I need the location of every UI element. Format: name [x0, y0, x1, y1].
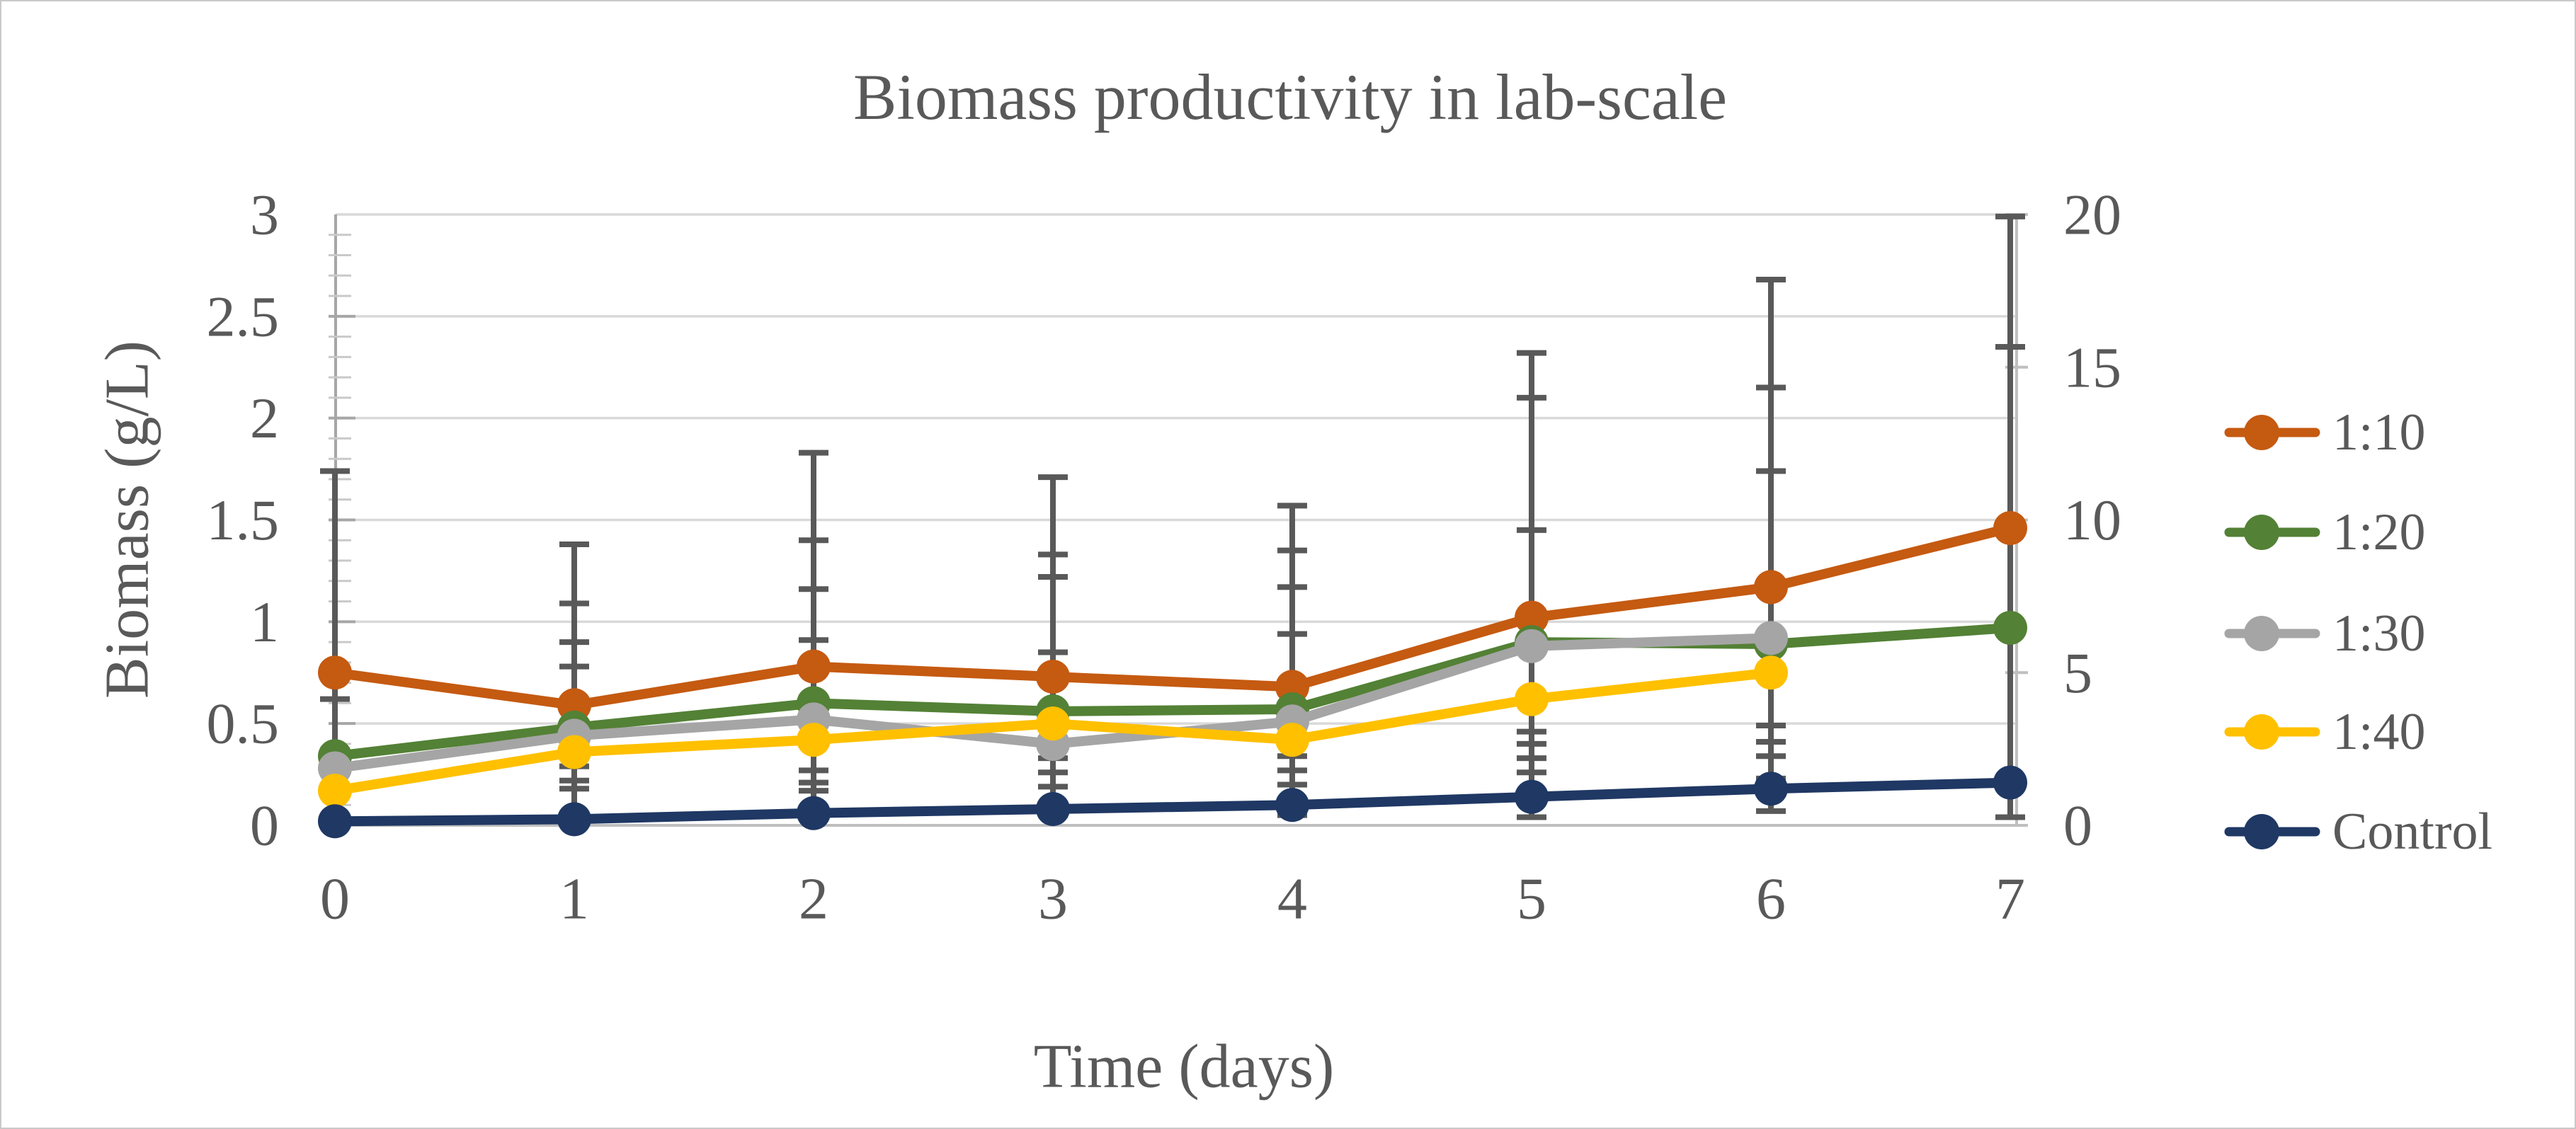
- x-tick-label: 5: [1517, 866, 1546, 932]
- data-point-1:40: [318, 774, 352, 808]
- legend-item-1:10: 1:10: [2224, 403, 2426, 462]
- data-point-1:10: [1515, 600, 1549, 635]
- data-point-Control: [1993, 765, 2027, 800]
- series-line-1:10: [330, 523, 2015, 711]
- series-line-Control: [330, 777, 2015, 827]
- y-right-tick-label: 20: [2063, 183, 2121, 247]
- data-point-Control: [557, 802, 591, 837]
- legend-label: Control: [2332, 803, 2492, 861]
- data-point-Control: [1275, 788, 1309, 823]
- legend-item-1:40: 1:40: [2224, 703, 2426, 761]
- y-left-tick-label: 0.5: [207, 692, 280, 756]
- data-point-1:10: [318, 655, 352, 690]
- legend-item-1:30: 1:30: [2224, 604, 2426, 663]
- y-left-tick-label: 1.5: [207, 488, 280, 552]
- data-point-1:40: [1036, 706, 1070, 741]
- data-point-Control: [1754, 772, 1788, 806]
- y-left-tick-label: 0: [250, 793, 279, 858]
- x-tick-label: 0: [320, 866, 350, 932]
- legend-label: 1:30: [2332, 604, 2426, 663]
- legend-marker-icon: [2244, 714, 2279, 750]
- legend-item-Control: Control: [2224, 803, 2492, 861]
- chart-title: Biomass productivity in lab-scale: [853, 61, 1727, 133]
- data-point-Control: [1515, 779, 1549, 814]
- y-left-tick-label: 2.5: [207, 284, 280, 348]
- data-point-1:40: [1754, 655, 1788, 690]
- data-point-1:10: [1036, 660, 1070, 694]
- data-point-1:40: [797, 723, 831, 757]
- y-left-tick-label: 3: [250, 183, 279, 247]
- x-axis-title: Time (days): [1034, 1033, 1335, 1101]
- x-tick-label: 7: [1995, 866, 2025, 932]
- legend-label: 1:40: [2332, 703, 2426, 761]
- data-point-Control: [1036, 791, 1070, 826]
- legend-marker-icon: [2244, 814, 2279, 849]
- legend-item-1:20: 1:20: [2224, 503, 2426, 561]
- y-axis-title: Biomass (g/L): [93, 340, 162, 699]
- y-left-tick-label: 2: [250, 386, 279, 450]
- data-point-1:40: [1275, 723, 1309, 757]
- x-tick-label: 3: [1038, 866, 1068, 932]
- legend-label: 1:20: [2332, 503, 2426, 561]
- data-point-1:10: [1993, 511, 2027, 546]
- data-point-1:40: [1515, 682, 1549, 716]
- data-point-1:20: [1993, 610, 2027, 645]
- x-tick-label: 4: [1277, 866, 1307, 932]
- y-left-tick-label: 1: [250, 590, 279, 654]
- data-point-1:40: [557, 735, 591, 769]
- data-point-Control: [797, 796, 831, 830]
- data-point-1:30: [1515, 629, 1549, 663]
- data-point-Control: [318, 804, 352, 839]
- y-right-tick-label: 15: [2063, 335, 2121, 399]
- x-tick-label: 2: [799, 866, 828, 932]
- legend-marker-icon: [2244, 515, 2279, 550]
- y-right-tick-label: 5: [2063, 641, 2092, 705]
- legend-label: 1:10: [2332, 403, 2426, 462]
- x-tick-label: 1: [559, 866, 589, 932]
- y-right-tick-label: 0: [2063, 793, 2092, 858]
- legend-marker-icon: [2244, 616, 2279, 651]
- data-point-1:10: [797, 649, 831, 684]
- legend-marker-icon: [2244, 415, 2279, 450]
- x-tick-label: 6: [1756, 866, 1786, 932]
- data-point-1:10: [1754, 570, 1788, 604]
- y-right-tick-label: 10: [2063, 488, 2121, 552]
- data-point-1:30: [1754, 621, 1788, 655]
